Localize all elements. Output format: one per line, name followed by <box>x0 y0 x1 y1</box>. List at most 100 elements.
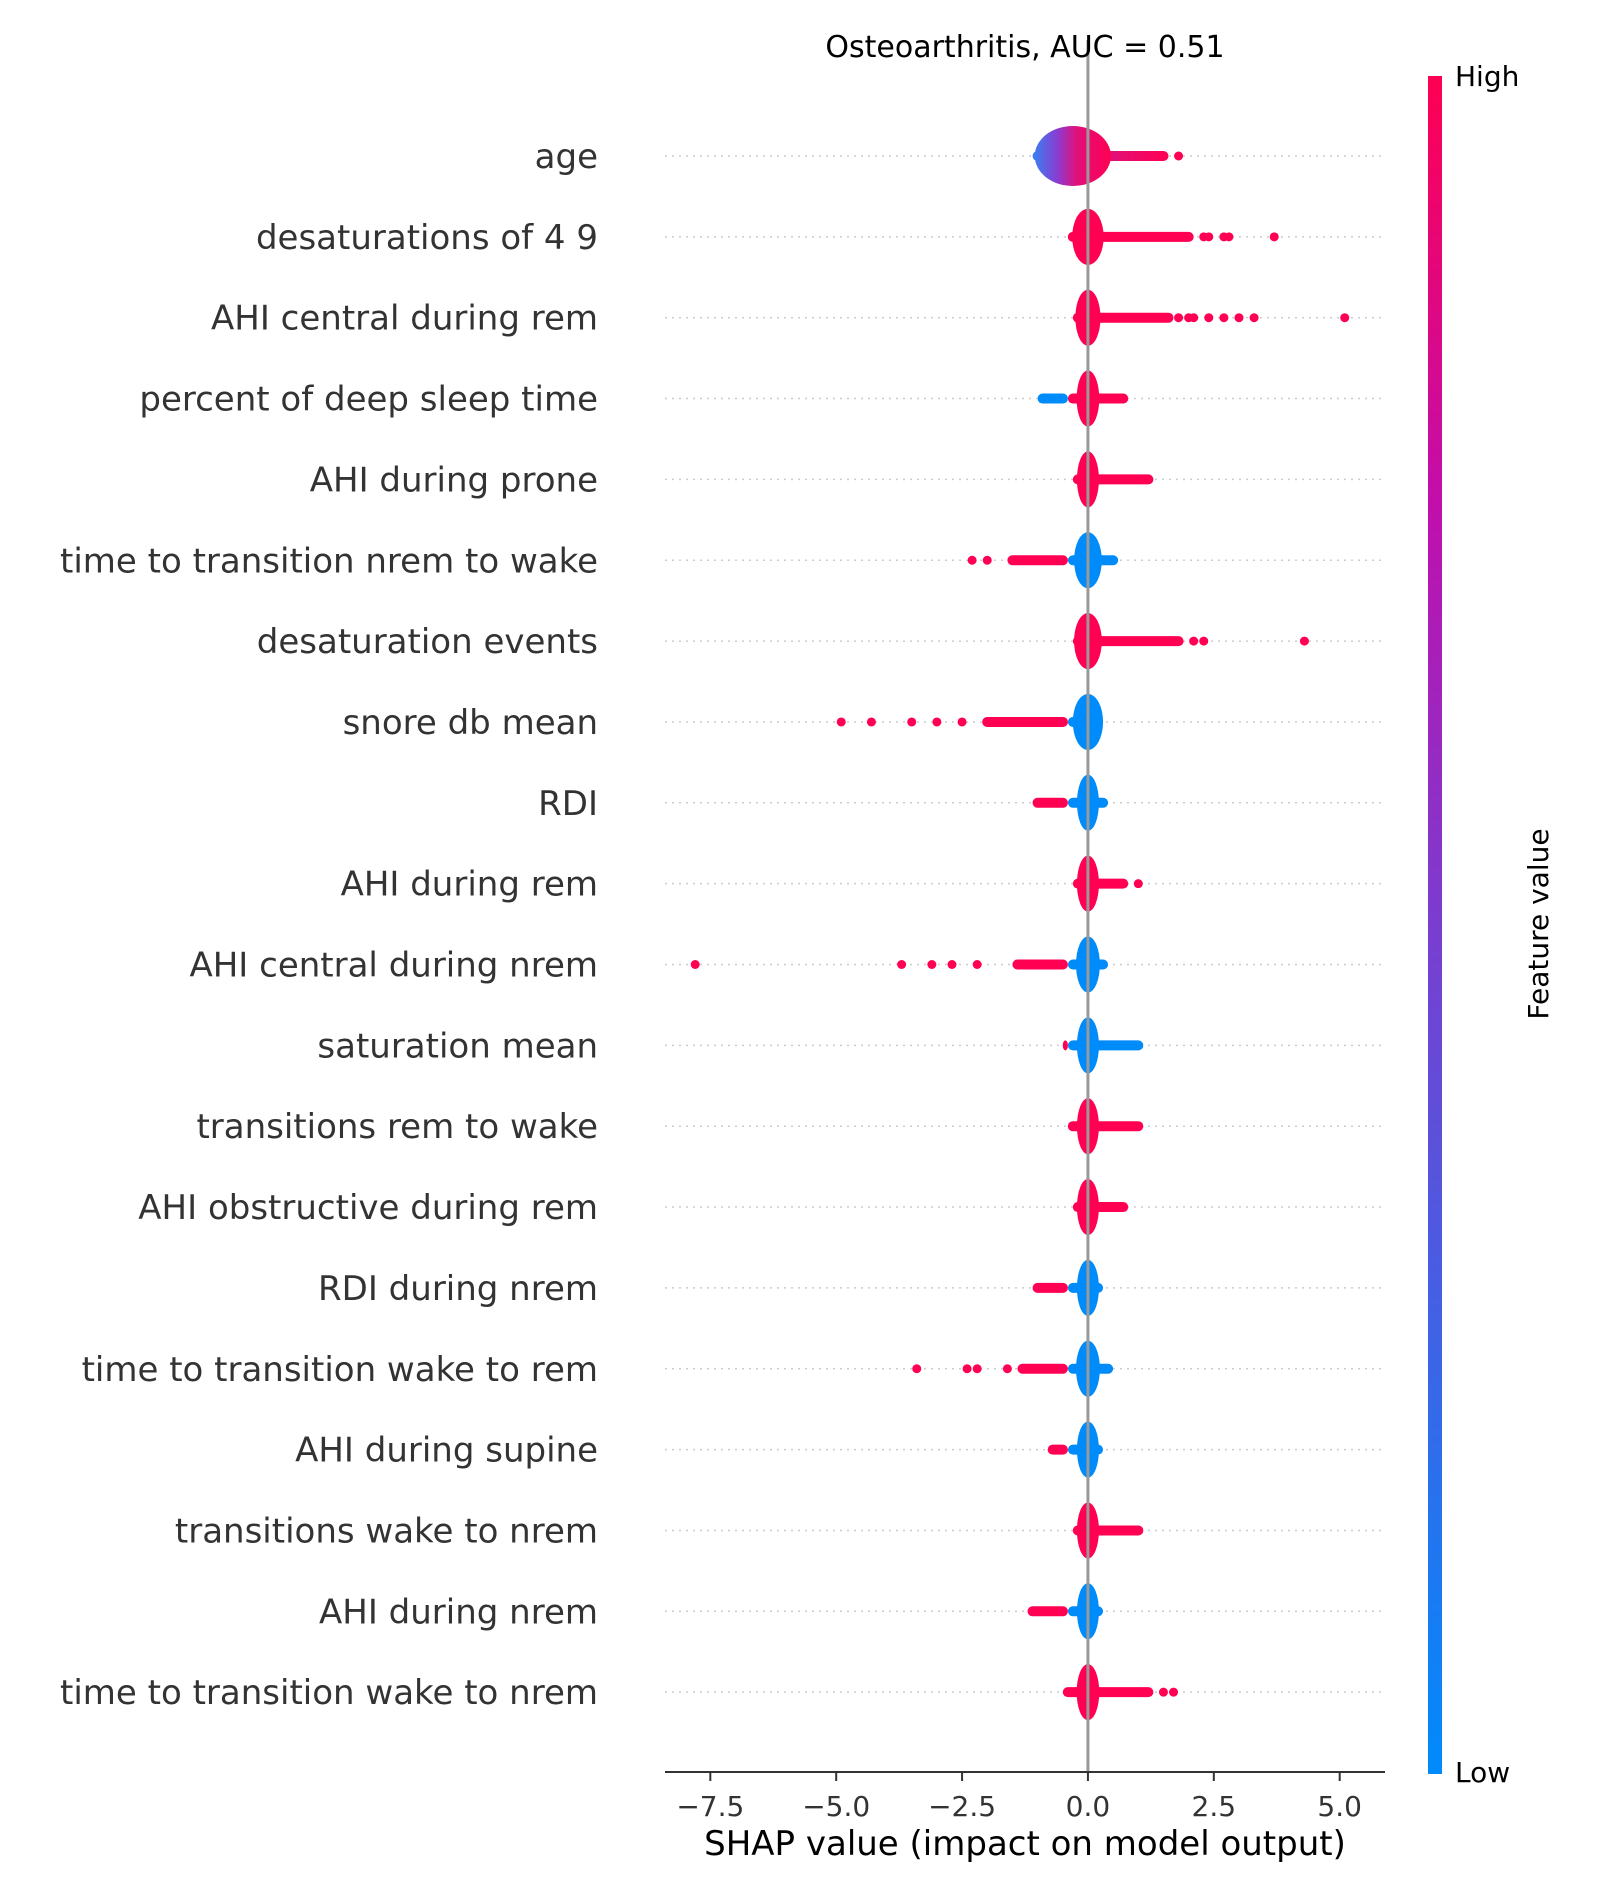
colorbar-title: Feature value <box>1522 828 1555 1019</box>
violin-tail <box>1017 1363 1068 1374</box>
feature-row: AHI central during rem <box>211 289 1385 346</box>
violin-tail <box>1007 555 1068 566</box>
outlier-point <box>972 960 982 969</box>
feature-row: AHI during rem <box>341 855 1385 912</box>
x-tick-label: −7.5 <box>676 1790 744 1823</box>
outlier-point <box>927 960 937 969</box>
feature-row: snore db mean <box>343 693 1385 750</box>
outlier-point <box>1133 879 1143 889</box>
outlier-point <box>1204 313 1214 323</box>
feature-row: time to transition nrem to wake <box>60 532 1385 589</box>
feature-rows: age desaturations of 4 9 AHI central durin… <box>60 126 1385 1721</box>
violin-tail <box>1027 1606 1068 1617</box>
feature-row: RDI <box>538 774 1385 831</box>
feature-label: time to transition wake to rem <box>82 1350 598 1390</box>
feature-label: age <box>535 137 598 177</box>
feature-row: transitions wake to nrem <box>175 1502 1385 1559</box>
outlier-point <box>1189 313 1199 323</box>
feature-row: age <box>535 126 1385 186</box>
feature-label: time to transition nrem to wake <box>60 541 598 581</box>
outlier-point <box>1199 636 1209 646</box>
x-axis: −7.5 −5.0 −2.5 0.0 2.5 5.0 <box>665 1771 1385 1823</box>
outlier-point <box>690 960 700 969</box>
outlier-point <box>1169 1687 1179 1697</box>
outlier-point <box>1158 1687 1168 1697</box>
outlier-point <box>1340 313 1350 323</box>
outlier-point <box>1299 636 1309 646</box>
outlier-point <box>1224 232 1234 242</box>
colorbar: High Low Feature value <box>1428 60 1555 1789</box>
violin-tail <box>1062 1687 1154 1698</box>
colorbar-high-label: High <box>1455 60 1519 93</box>
feature-label: desaturation events <box>257 622 598 662</box>
colorbar-gradient <box>1428 76 1442 1774</box>
feature-row: transitions rem to wake <box>196 1098 1385 1155</box>
feature-label: percent of deep sleep time <box>139 380 598 420</box>
feature-label: time to transition wake to nrem <box>60 1673 598 1713</box>
outlier-point <box>1269 232 1279 242</box>
outlier-point <box>962 1364 972 1374</box>
outlier-point <box>967 555 977 565</box>
feature-label: AHI during prone <box>310 460 598 500</box>
feature-label: AHI during rem <box>341 865 598 905</box>
outlier-point <box>1219 313 1229 323</box>
feature-row: AHI during nrem <box>319 1583 1385 1640</box>
feature-row: time to transition wake to nrem <box>60 1664 1385 1721</box>
colorbar-low-label: Low <box>1455 1756 1510 1789</box>
feature-label: transitions wake to nrem <box>175 1511 598 1551</box>
outlier-point <box>897 960 907 969</box>
x-tick-label: 2.5 <box>1192 1790 1237 1823</box>
feature-row: AHI obstructive during rem <box>138 1179 1385 1236</box>
outlier-point <box>947 960 957 969</box>
outlier-point <box>1174 151 1184 161</box>
outlier-point <box>1174 313 1184 323</box>
feature-label: AHI obstructive during rem <box>138 1188 598 1228</box>
x-tick-label: 5.0 <box>1317 1790 1362 1823</box>
outlier-point <box>1249 313 1259 323</box>
violin-tail <box>1062 1040 1068 1051</box>
chart-title: Osteoarthritis, AUC = 0.51 <box>825 30 1224 65</box>
outlier-point <box>836 717 846 727</box>
x-tick-label: 0.0 <box>1066 1790 1111 1823</box>
feature-row: saturation mean <box>317 1017 1385 1074</box>
outlier-point <box>1189 636 1199 646</box>
violin-tail <box>1047 1444 1068 1455</box>
violin-tail <box>982 716 1068 727</box>
outlier-point <box>912 1364 922 1374</box>
x-axis-title: SHAP value (impact on model output) <box>704 1824 1346 1864</box>
feature-label: AHI central during nrem <box>189 946 598 986</box>
feature-label: AHI during supine <box>295 1431 598 1471</box>
violin-tail <box>1012 959 1068 970</box>
violin-tail <box>1037 393 1068 404</box>
feature-label: AHI central during rem <box>211 299 598 339</box>
feature-label: AHI during nrem <box>319 1592 598 1632</box>
violin-tail <box>1032 797 1068 808</box>
feature-label: snore db mean <box>343 703 598 743</box>
outlier-point <box>957 717 967 727</box>
outlier-point <box>982 555 992 565</box>
feature-label: desaturations of 4 9 <box>256 218 598 258</box>
feature-row: AHI during supine <box>295 1421 1385 1478</box>
feature-row: desaturations of 4 9 <box>256 208 1385 265</box>
outlier-point <box>1204 232 1214 242</box>
feature-label: transitions rem to wake <box>196 1107 598 1147</box>
x-tick-label: −2.5 <box>928 1790 996 1823</box>
feature-row: AHI central during nrem <box>189 936 1385 993</box>
feature-row: desaturation events <box>257 613 1385 670</box>
x-tick-label: −5.0 <box>802 1790 870 1823</box>
outlier-point <box>1002 1364 1012 1374</box>
feature-row: AHI during prone <box>310 451 1385 508</box>
outlier-point <box>1234 313 1244 323</box>
outlier-point <box>932 717 942 727</box>
outlier-point <box>866 717 876 727</box>
feature-label: RDI <box>538 784 598 824</box>
outlier-point <box>972 1364 982 1374</box>
violin-tail <box>1032 1282 1068 1293</box>
feature-row: RDI during nrem <box>318 1259 1385 1316</box>
feature-row: percent of deep sleep time <box>139 370 1385 427</box>
violin-bulge <box>1034 126 1111 186</box>
feature-row: time to transition wake to rem <box>82 1340 1385 1397</box>
outlier-point <box>907 717 917 727</box>
